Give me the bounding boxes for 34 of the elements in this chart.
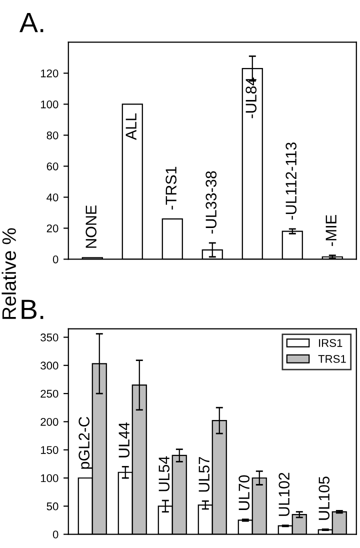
y-tick-label: 60 (46, 162, 58, 170)
category-label: UL102 (278, 472, 290, 516)
y-tick-label: 0 (52, 255, 58, 264)
y-tick-label: 150 (40, 446, 58, 454)
y-tick-label: 100 (40, 100, 58, 108)
y-tick-label: 300 (40, 362, 58, 370)
x-tick-label: -UL33-38 (206, 171, 216, 234)
legend-label: TRS1 (318, 355, 346, 363)
y-tick-label: 200 (40, 418, 58, 426)
x-tick-label: -UL84 (246, 78, 256, 118)
category-label: UL105 (318, 476, 330, 520)
y-axis-title: Relative % (2, 228, 16, 319)
y-tick-label: 20 (46, 224, 58, 232)
legend-label: IRS1 (319, 339, 342, 347)
x-tick-label: ALL (126, 113, 136, 140)
x-tick-label: NONE (86, 205, 96, 248)
y-tick-label: 350 (40, 334, 58, 342)
y-tick-label: 80 (46, 131, 58, 140)
y-tick-label: 250 (40, 390, 58, 398)
chart-title: A. (19, 12, 44, 32)
x-tick-label: -TRS1 (166, 166, 176, 210)
y-tick-label: 0 (52, 530, 58, 538)
y-tick-label: 100 (40, 474, 58, 482)
chart-title: B. (22, 300, 44, 319)
x-tick-label: -MIE (326, 215, 336, 246)
y-tick-label: 120 (40, 69, 58, 78)
category-label: pGL2-C (78, 416, 93, 469)
category-label: UL57 (198, 457, 210, 492)
y-tick-label: 40 (46, 193, 58, 202)
y-tick-label: 50 (46, 502, 58, 510)
x-tick-label: -UL112-113 (286, 142, 296, 220)
category-label: UL54 (158, 456, 170, 492)
category-label: UL70 (238, 475, 250, 510)
category-label: UL44 (118, 422, 130, 458)
